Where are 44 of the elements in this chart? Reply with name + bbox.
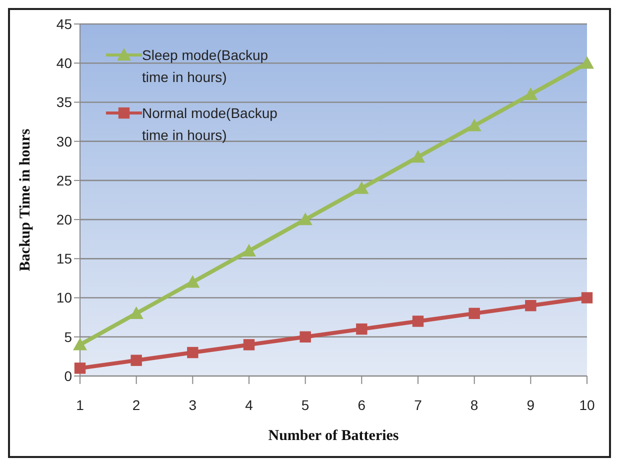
- point: [524, 87, 538, 100]
- point: [74, 362, 86, 374]
- y-tick-label: 20: [56, 212, 72, 228]
- point: [298, 212, 312, 226]
- point: [300, 331, 311, 342]
- y-tick-label: 45: [56, 16, 72, 32]
- point: [73, 338, 87, 350]
- point: [130, 354, 142, 366]
- x-tick-label: 5: [301, 396, 310, 413]
- y-tick-label: 10: [56, 290, 72, 306]
- legend-label: Normal mode(Backup time in hours): [142, 104, 278, 145]
- y-tick-label: 0: [64, 368, 72, 384]
- y-tick-label: 30: [56, 133, 72, 150]
- y-tick-label: 25: [56, 172, 72, 188]
- point: [242, 244, 256, 256]
- point: [468, 308, 480, 320]
- x-tick-label: 7: [414, 396, 422, 413]
- y-tick-label: 15: [56, 250, 72, 267]
- x-tick-label: 2: [132, 396, 140, 413]
- point: [186, 275, 200, 288]
- x-axis-title: Number of Batteries: [268, 428, 399, 444]
- point: [129, 306, 144, 320]
- point: [580, 56, 594, 69]
- point: [467, 118, 482, 132]
- point: [356, 323, 368, 335]
- point: [581, 292, 593, 304]
- legend-label: Sleep mode(Backup time in hours): [142, 46, 270, 87]
- point: [243, 339, 255, 350]
- y-tick-label: 5: [64, 328, 72, 345]
- point: [354, 181, 369, 194]
- x-tick-label: 4: [245, 396, 254, 413]
- point: [412, 316, 424, 327]
- x-tick-label: 6: [358, 396, 366, 413]
- x-tick-label: 8: [470, 396, 478, 413]
- point: [525, 300, 536, 312]
- x-tick-label: 1: [76, 396, 84, 413]
- point: [411, 150, 425, 163]
- y-tick-label: 35: [56, 94, 72, 110]
- y-tick-label: 40: [56, 55, 72, 72]
- y-axis-title: Backup Time in hours: [17, 128, 34, 272]
- x-tick-label: 9: [526, 396, 535, 413]
- x-tick-label: 10: [579, 396, 595, 413]
- point: [187, 346, 198, 358]
- x-tick-label: 3: [188, 396, 197, 413]
